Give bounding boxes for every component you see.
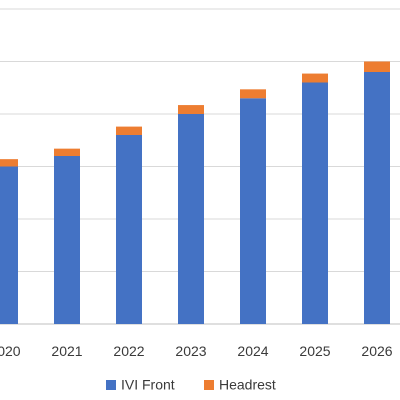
legend-swatch-headrest [204, 380, 214, 390]
bar-headrest-2021 [54, 148, 80, 156]
bar-headrest-2023 [178, 105, 204, 114]
x-tick-label: 2025 [299, 343, 330, 359]
bar-headrest-2025 [302, 73, 328, 83]
bar-headrest-2020 [0, 159, 18, 167]
bar-ivi-front-2022 [116, 135, 142, 324]
x-tick-label: 2023 [175, 343, 206, 359]
legend-swatch-ivi-front [106, 380, 116, 390]
bar-ivi-front-2020 [0, 166, 18, 324]
bar-headrest-2022 [116, 126, 142, 135]
x-tick-label: 2026 [361, 343, 392, 359]
x-tick-label: 2024 [237, 343, 268, 359]
bars [0, 61, 390, 324]
bar-ivi-front-2025 [302, 82, 328, 324]
x-tick-label: 2022 [113, 343, 144, 359]
bar-headrest-2024 [240, 89, 266, 99]
bar-ivi-front-2024 [240, 98, 266, 324]
bar-ivi-front-2021 [54, 156, 80, 324]
legend-label-headrest: Headrest [219, 377, 276, 393]
legend-label-ivi-front: IVI Front [121, 377, 175, 393]
bar-ivi-front-2023 [178, 114, 204, 324]
bar-ivi-front-2026 [364, 72, 390, 324]
x-tick-label: 2021 [51, 343, 82, 359]
bar-headrest-2026 [364, 61, 390, 72]
legend: IVI Front Headrest [106, 377, 276, 393]
